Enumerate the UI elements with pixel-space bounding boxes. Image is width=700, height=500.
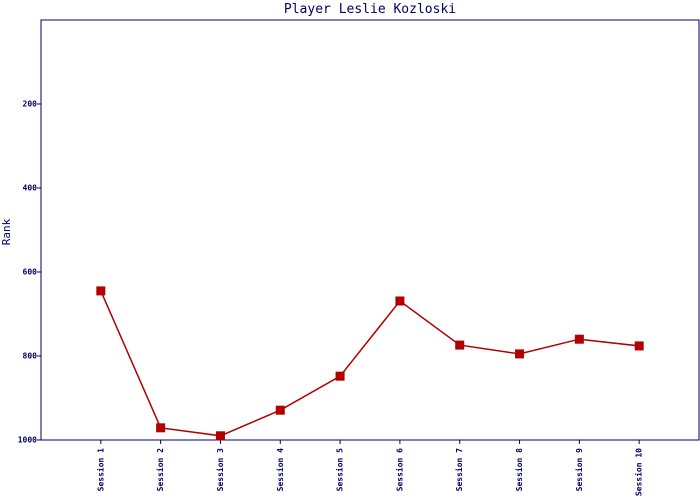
x-tick-label: Session 6 — [394, 448, 404, 492]
x-tick-label: Session 10 — [634, 448, 644, 496]
point — [634, 341, 644, 351]
x-tick-label: Session 4 — [275, 448, 285, 492]
y-tick-label: 800 — [23, 352, 38, 361]
chart-title: Player Leslie Kozloski — [284, 2, 456, 17]
point — [335, 371, 345, 381]
x-tick-label: Session 1 — [95, 448, 105, 492]
y-tick-label: 200 — [23, 100, 38, 109]
y-tick-label: 1000 — [18, 436, 37, 445]
x-tick-label: Session 2 — [155, 448, 165, 492]
plot-frame — [40, 19, 700, 441]
point — [574, 334, 584, 344]
y-tick-label: 400 — [23, 184, 38, 193]
x-tick-label: Session 5 — [335, 448, 345, 492]
point — [455, 340, 465, 350]
point — [395, 296, 405, 306]
y-tick-label: 600 — [23, 268, 38, 277]
series-line — [100, 290, 640, 437]
y-axis-label: Rank — [0, 218, 13, 245]
point — [156, 423, 166, 433]
x-tick-label: Session 8 — [514, 448, 524, 492]
point — [515, 349, 525, 359]
point — [215, 431, 225, 441]
x-tick-label: Session 3 — [215, 448, 225, 492]
x-tick-label: Session 9 — [574, 448, 584, 492]
point — [275, 405, 285, 415]
x-tick-label: Session 7 — [454, 448, 464, 492]
point — [96, 286, 106, 296]
